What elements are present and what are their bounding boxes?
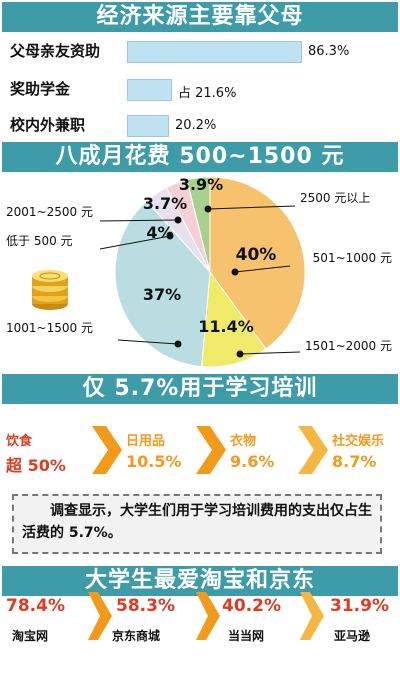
leader-line [117, 339, 179, 345]
survey-note-text: 调查显示，大学生们用于学习培训费用的支出仅占生活费的 5.7%。 [22, 503, 372, 541]
site-dangdang-value: 40.2% [222, 596, 281, 616]
leader-line [207, 205, 296, 210]
bar-label-parttime: 校内外兼职 [10, 116, 86, 134]
pie-slice-percent: 40% [236, 245, 277, 265]
pie-slice [201, 270, 267, 368]
dot-icon [174, 340, 182, 348]
survey-note-box [12, 494, 382, 554]
category-social-value: 8.7% [332, 452, 377, 471]
leader-line [99, 219, 179, 222]
category-clothing-value: 9.6% [230, 452, 275, 471]
banner-monthly-spending: 八成月花费 500~1500 元 [2, 142, 398, 172]
pie-slice-label: 1001~1500 元 [6, 321, 93, 335]
coins-icon [32, 270, 68, 310]
chevron-right-icon [196, 592, 220, 640]
site-amazon-value: 31.9% [330, 596, 389, 616]
dot-icon [166, 232, 174, 240]
bar-value-parttime: 20.2% [175, 118, 217, 133]
category-clothing: 衣物 [230, 434, 257, 449]
leader-line [234, 265, 291, 273]
category-food-value: 超 50% [6, 456, 66, 475]
chevron-right-icon [88, 592, 112, 640]
bar-value-scholarship: 占 21.6% [178, 86, 237, 101]
pie-slice-percent: 11.4% [198, 317, 254, 336]
pie-slice [114, 200, 211, 368]
pie-slice-label: 低于 500 元 [6, 234, 73, 248]
site-taobao-value: 78.4% [6, 596, 65, 616]
spending-pie-chart: 40% 501~1000 元 11.4% 1501~2000 元 37% 1001~150… [6, 175, 392, 368]
bar-label-parents: 父母亲友资助 [10, 42, 101, 60]
pie-slice [209, 176, 306, 350]
dot-icon [231, 268, 239, 276]
bar-label-scholarship: 奖助学金 [10, 80, 71, 98]
site-taobao-name: 淘宝网 [12, 629, 49, 643]
category-food: 饮食 [6, 434, 33, 449]
site-jd-name: 京东商城 [112, 629, 161, 643]
pie-slice-label: 2001~2500 元 [6, 205, 93, 219]
banner-online-shopping: 大学生最爱淘宝和京东 [2, 566, 398, 596]
pie-slice-percent: 4% [146, 223, 173, 242]
bar-parttime [127, 115, 169, 137]
pie-slice-label: 2500 元以上 [300, 191, 370, 205]
bar-value-parents: 86.3% [308, 44, 350, 59]
bar-parents [127, 41, 302, 63]
chevron-right-icon [298, 426, 328, 474]
chevron-right-icon [92, 426, 122, 474]
chevron-right-icon [300, 592, 324, 640]
pie-slice-label: 1501~2000 元 [305, 339, 392, 353]
pie-slice-percent: 37% [143, 285, 181, 304]
leader-line [99, 235, 171, 250]
dot-icon [204, 205, 212, 213]
chevron-right-icon [196, 426, 226, 474]
pie-slice-percent: 3.9% [179, 175, 223, 194]
banner-income-source: 经济来源主要靠父母 [2, 2, 398, 32]
category-daily-goods: 日用品 [126, 434, 166, 449]
pie-slice-label: 501~1000 元 [313, 251, 392, 265]
site-amazon-name: 亚马逊 [334, 629, 371, 643]
bar-scholarship [127, 79, 172, 101]
leader-line [239, 351, 301, 355]
site-jd-value: 58.3% [116, 596, 175, 616]
pie-slice-percent: 3.7% [143, 194, 187, 213]
pie-slice [186, 176, 211, 273]
site-dangdang-name: 当当网 [228, 629, 265, 643]
category-social: 社交娱乐 [332, 434, 385, 449]
dot-icon [236, 350, 244, 358]
banner-study-training: 仅 5.7%用于学习培训 [2, 374, 398, 404]
dot-icon [174, 216, 182, 224]
category-daily-goods-value: 10.5% [126, 452, 182, 471]
